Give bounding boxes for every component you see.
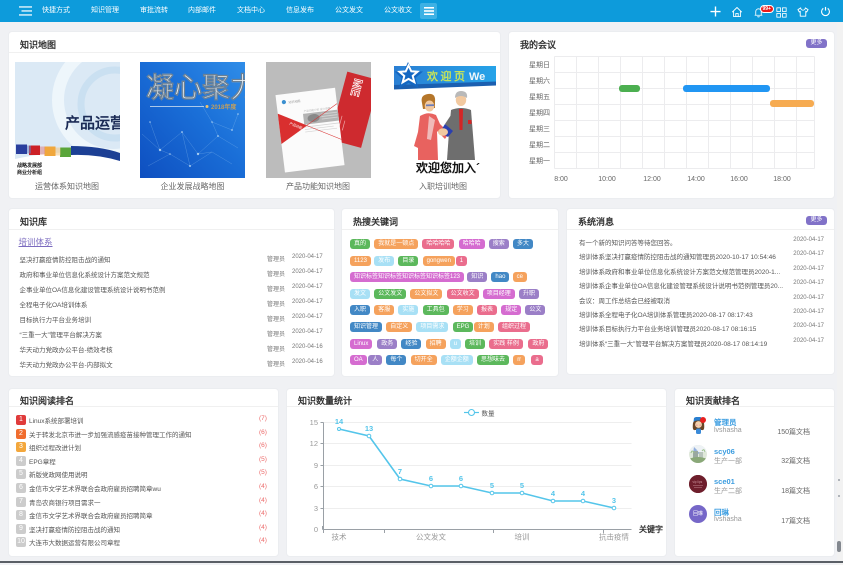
- svg-text:We: We: [469, 71, 485, 83]
- svg-text:vip lips: vip lips: [693, 480, 703, 484]
- svg-text:商业分析组: 商业分析组: [17, 169, 42, 176]
- svg-text:产品运营·: 产品运营·: [65, 114, 120, 132]
- svg-text:3: 3: [314, 504, 318, 513]
- svg-text:2018年度: 2018年度: [211, 103, 237, 111]
- svg-text:6: 6: [429, 474, 433, 483]
- svg-text:星期日: 星期日: [529, 61, 550, 69]
- svg-text:5: 5: [490, 481, 494, 490]
- svg-text:关键字: 关键字: [639, 524, 663, 534]
- svg-text:星期一: 星期一: [529, 157, 550, 165]
- svg-text:星期六: 星期六: [529, 76, 550, 85]
- svg-text:14:00: 14:00: [687, 176, 705, 183]
- svg-text:0: 0: [314, 525, 318, 534]
- svg-text:欢迎页: 欢迎页: [426, 69, 468, 83]
- svg-text:星期五: 星期五: [529, 93, 550, 101]
- svg-text:12:00: 12:00: [643, 176, 661, 183]
- svg-text:14: 14: [335, 417, 344, 426]
- svg-text:4: 4: [581, 489, 586, 498]
- svg-text:7: 7: [398, 467, 402, 476]
- svg-text:6: 6: [314, 482, 318, 491]
- svg-text:3: 3: [612, 496, 616, 505]
- svg-text:培训: 培训: [515, 532, 530, 542]
- svg-text:6: 6: [459, 474, 463, 483]
- svg-text:战略发展部: 战略发展部: [17, 162, 42, 169]
- svg-text:知识地图: 知识地图: [288, 98, 301, 104]
- svg-text:星期三: 星期三: [529, 125, 550, 133]
- svg-text:星期二: 星期二: [529, 141, 550, 149]
- svg-text:12: 12: [310, 439, 318, 448]
- svg-text:技术: 技术: [332, 532, 347, 542]
- svg-text:产品功能介绍 设计说明: 产品功能介绍 设计说明: [303, 106, 330, 113]
- svg-text:10:00: 10:00: [598, 176, 616, 183]
- svg-text:凝心聚力: 凝心聚力: [146, 72, 245, 103]
- svg-text:公文发文: 公文发文: [416, 532, 446, 542]
- svg-text:星期四: 星期四: [529, 109, 550, 117]
- svg-text:产品功能: 产品功能: [288, 121, 303, 131]
- svg-text:抗击疫情: 抗击疫情: [599, 532, 629, 542]
- svg-text:15: 15: [310, 418, 318, 427]
- svg-text:ME: ME: [347, 77, 365, 98]
- svg-text:4: 4: [551, 489, 556, 498]
- svg-text:13: 13: [365, 424, 373, 433]
- svg-text:5: 5: [520, 481, 524, 490]
- svg-text:数量: 数量: [482, 409, 496, 418]
- svg-text:欢迎您加入´: 欢迎您加入´: [415, 160, 480, 175]
- svg-text:9: 9: [314, 461, 318, 470]
- svg-text:18:00: 18:00: [773, 176, 791, 183]
- svg-text:8:00: 8:00: [554, 176, 568, 183]
- svg-text:16:00: 16:00: [730, 176, 748, 183]
